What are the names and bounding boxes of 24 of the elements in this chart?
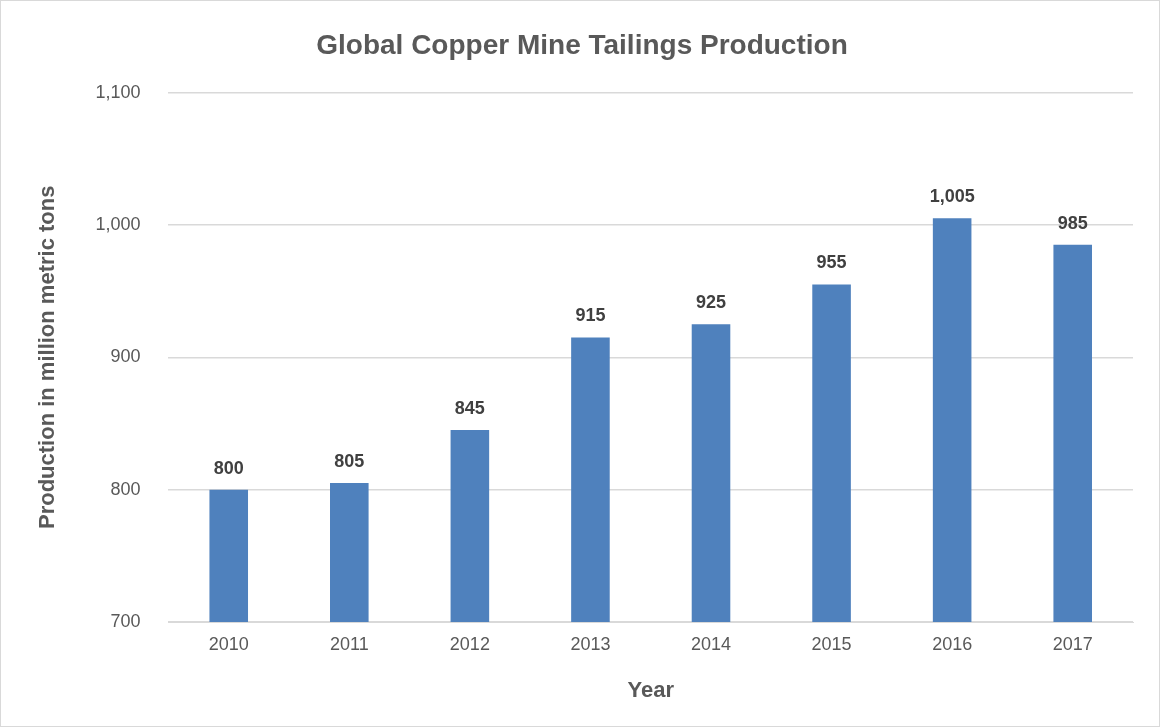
x-tick-label: 2015 bbox=[811, 633, 852, 654]
x-tick-label: 2017 bbox=[1052, 633, 1093, 654]
y-tick-label: 900 bbox=[110, 346, 141, 367]
y-axis-title: Production in million metric tons bbox=[34, 185, 60, 530]
x-tick-label: 2013 bbox=[570, 633, 611, 654]
x-tick-label: 2014 bbox=[690, 633, 732, 654]
y-tick-label: 1,100 bbox=[95, 81, 141, 102]
data-label: 800 bbox=[213, 457, 244, 478]
data-label: 915 bbox=[575, 305, 606, 326]
data-label: 955 bbox=[816, 252, 847, 273]
data-label: 1,005 bbox=[929, 186, 975, 207]
data-label: 845 bbox=[454, 398, 485, 419]
data-label: 925 bbox=[695, 292, 727, 313]
x-tick-label: 2011 bbox=[329, 633, 369, 654]
x-tick-label: 2012 bbox=[449, 633, 490, 654]
y-tick-label: 800 bbox=[110, 478, 141, 499]
x-tick-label: 2010 bbox=[208, 633, 249, 654]
chart-title: Global Copper Mine Tailings Production bbox=[316, 28, 848, 60]
x-axis-title: Year bbox=[627, 676, 675, 702]
data-label: 805 bbox=[334, 451, 365, 471]
x-tick-label: 2016 bbox=[932, 633, 973, 654]
y-tick-label: 700 bbox=[110, 610, 141, 631]
data-label: 985 bbox=[1057, 212, 1088, 233]
y-tick-label: 1,000 bbox=[95, 213, 141, 234]
